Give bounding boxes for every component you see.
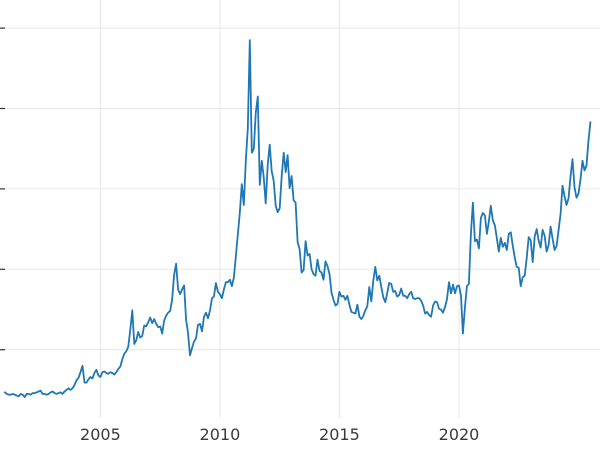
price-series-line	[3, 39, 592, 399]
x-tick-label: 2015	[319, 425, 360, 444]
x-tick-label: 2005	[80, 425, 121, 444]
x-tick-label: 2010	[200, 425, 241, 444]
x-tick-label: 2020	[439, 425, 480, 444]
